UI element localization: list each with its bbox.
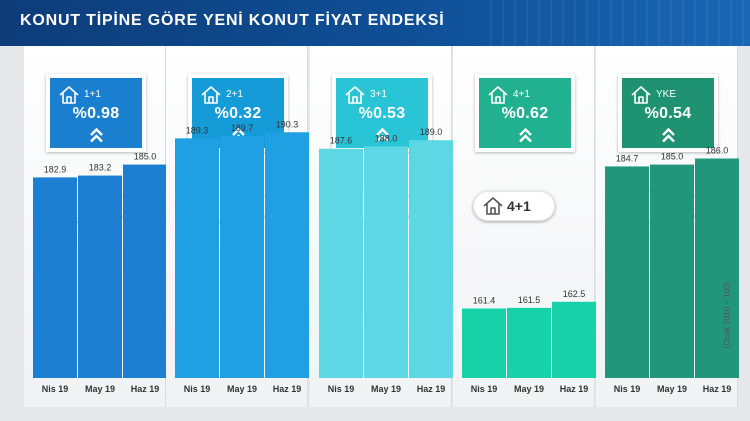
change-card-body: 1+1 %0.98: [50, 78, 142, 148]
category-label: Nis 19: [614, 384, 641, 394]
card-arrow-wrap: [90, 127, 103, 143]
bar-value-label: 189.3: [186, 125, 209, 135]
bar: [462, 308, 506, 378]
panel-4-plus-1: 4+1 %0.62 4+1 161.4 Nis 19 161.5 May 19 162.5 Ha…: [453, 46, 596, 407]
monthly-change-value: %0.62: [501, 105, 549, 122]
bar: [650, 164, 694, 378]
category-label: Nis 19: [328, 384, 355, 394]
category-label: May 19: [227, 384, 257, 394]
bar-value-label: 183.2: [89, 163, 112, 173]
bar: [507, 307, 551, 378]
card-type-label: 3+1: [370, 89, 387, 100]
card-type-label: 2+1: [226, 89, 243, 100]
bar-chart: 161.4 Nis 19 161.5 May 19 162.5 Haz 19: [462, 289, 596, 394]
category-label: Haz 19: [131, 384, 160, 394]
monthly-change-value: %0.53: [358, 105, 406, 122]
house-icon: [201, 86, 221, 104]
bar-value-label: 182.9: [44, 164, 67, 174]
category-label: Nis 19: [184, 384, 211, 394]
bar: [319, 148, 363, 378]
double-up-arrow-icon: [376, 127, 389, 143]
bar: [265, 132, 309, 378]
bar-value-label: 185.0: [134, 152, 157, 162]
panel-yke: YKE %0.54YKE 184.7 Nis 19 185.0 May 19 186.0 Ha…: [596, 46, 739, 407]
type-pill: 4+1: [473, 191, 555, 221]
change-card-body: YKE %0.54: [622, 78, 714, 148]
card-type-label: 4+1: [513, 89, 530, 100]
change-card-body: 3+1 %0.53: [336, 78, 428, 148]
bar: [175, 138, 219, 378]
pill-house-wrap: [482, 196, 504, 216]
category-label: May 19: [657, 384, 687, 394]
double-up-arrow-icon: [519, 127, 532, 143]
category-label: Nis 19: [42, 384, 69, 394]
card-house-wrap: [630, 85, 652, 105]
bar-value-label: 186.0: [706, 145, 729, 155]
house-icon: [483, 197, 503, 215]
monthly-change-value: %0.98: [72, 105, 120, 122]
category-label: Nis 19: [471, 384, 498, 394]
page-title: KONUT TİPİNE GÖRE YENİ KONUT FİYAT ENDEK…: [20, 12, 445, 29]
bar-value-label: 187.6: [330, 136, 353, 146]
bar-value-label: 184.7: [616, 153, 639, 163]
card-house-wrap: [58, 85, 80, 105]
bar-value-label: 161.5: [518, 295, 541, 305]
bar-chart: 182.9 Nis 19 183.2 May 19 185.0 Haz 19: [33, 152, 167, 394]
card-house-wrap: [487, 85, 509, 105]
bar: [552, 301, 596, 378]
category-label: May 19: [371, 384, 401, 394]
category-label: Haz 19: [273, 384, 302, 394]
category-label: Haz 19: [560, 384, 589, 394]
bar-chart: 189.3 Nis 19 189.7 May 19 190.3 Haz 19: [175, 119, 309, 394]
bar: [605, 166, 649, 378]
category-label: May 19: [514, 384, 544, 394]
bar-chart: 184.7 Nis 19 185.0 May 19 186.0 Haz 19: [605, 145, 739, 394]
category-label: Haz 19: [417, 384, 446, 394]
category-label: May 19: [85, 384, 115, 394]
bar: [33, 177, 77, 378]
bar-value-label: 189.7: [231, 123, 254, 133]
bar-value-label: 188.0: [375, 133, 398, 143]
house-icon: [345, 86, 365, 104]
house-icon: [488, 86, 508, 104]
change-card: YKE %0.54: [618, 74, 718, 152]
card-house-wrap: [200, 85, 222, 105]
card-arrow-wrap: [662, 127, 675, 143]
bar: [409, 140, 453, 378]
bar-chart: 187.6 Nis 19 188.0 May 19 189.0 Haz 19: [319, 127, 453, 394]
bar-value-label: 190.3: [276, 119, 299, 129]
bar: [695, 158, 739, 378]
category-label: Haz 19: [703, 384, 732, 394]
card-arrow-wrap: [376, 127, 389, 143]
card-house-wrap: [344, 85, 366, 105]
card-type-label: 1+1: [84, 89, 101, 100]
bar-value-label: 185.0: [661, 152, 684, 162]
bar: [220, 135, 264, 378]
change-card-body: 4+1 %0.62: [479, 78, 571, 148]
type-pill-label: 4+1: [507, 198, 531, 214]
change-card: 4+1 %0.62: [475, 74, 575, 152]
bar-value-label: 162.5: [563, 289, 586, 299]
bar: [123, 164, 167, 378]
change-card: 1+1 %0.98: [46, 74, 146, 152]
bar-value-label: 161.4: [473, 295, 496, 305]
change-card: 3+1 %0.53: [332, 74, 432, 152]
page-header: KONUT TİPİNE GÖRE YENİ KONUT FİYAT ENDEK…: [0, 0, 750, 46]
monthly-change-value: %0.54: [644, 105, 692, 122]
panel-3-plus-1: 3+1 %0.533+1 187.6 Nis 19 188.0 May 19 189.0 Ha…: [310, 46, 453, 407]
bar: [78, 175, 122, 378]
double-up-arrow-icon: [662, 127, 675, 143]
house-icon: [59, 86, 79, 104]
double-up-arrow-icon: [90, 127, 103, 143]
house-icon: [631, 86, 651, 104]
panel-1-plus-1: 1+1 %0.981+1 182.9 Nis 19 183.2 May 19 185.0 Ha…: [24, 46, 167, 407]
bar: [364, 146, 408, 378]
card-arrow-wrap: [519, 127, 532, 143]
card-type-label: YKE: [656, 89, 677, 100]
monthly-change-value: %0.32: [214, 105, 262, 122]
index-base-note: (Ocak 2010 = 100): [722, 281, 732, 349]
bar-value-label: 189.0: [420, 127, 443, 137]
